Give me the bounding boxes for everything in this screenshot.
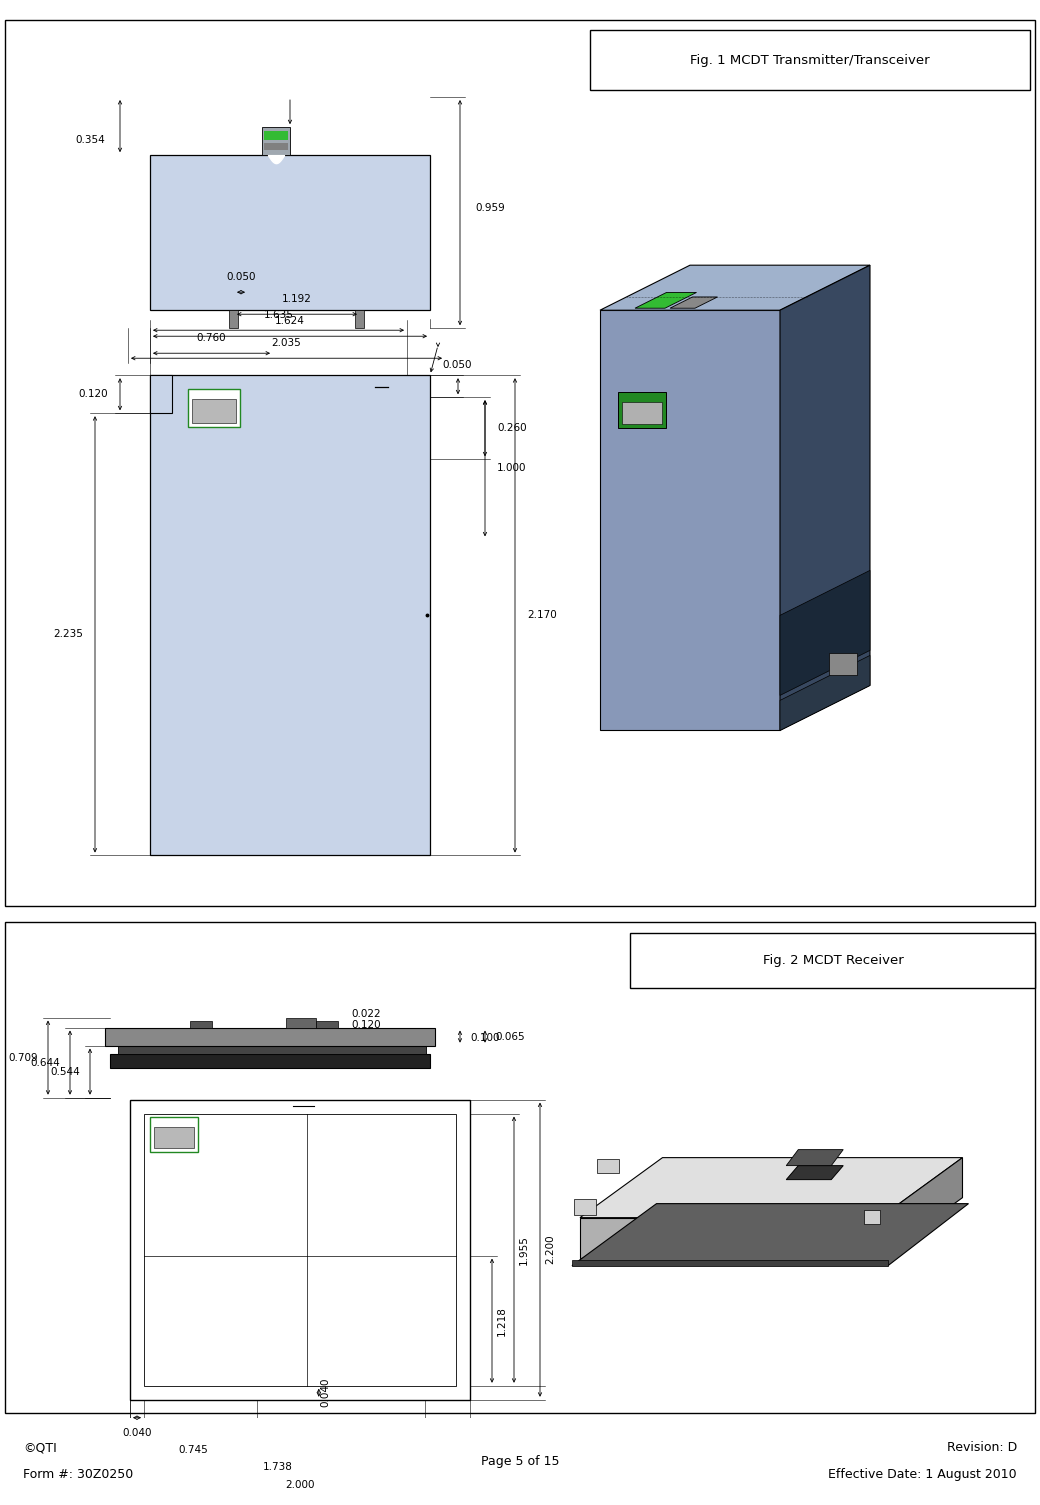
Bar <box>230 310 238 328</box>
Bar <box>264 131 288 140</box>
Text: 0.100: 0.100 <box>470 1032 499 1043</box>
Polygon shape <box>880 1157 962 1258</box>
Bar <box>150 375 430 855</box>
Bar <box>574 1198 596 1215</box>
Text: 2.200: 2.200 <box>545 1234 555 1264</box>
Polygon shape <box>780 265 870 730</box>
Text: 0.040: 0.040 <box>320 1379 331 1407</box>
Text: 0.022: 0.022 <box>352 1008 381 1019</box>
Text: 1.624: 1.624 <box>275 316 305 327</box>
Bar <box>105 1028 435 1046</box>
Bar <box>264 143 288 149</box>
Bar <box>118 1046 426 1054</box>
Text: 0.050: 0.050 <box>227 272 256 283</box>
Text: 2.170: 2.170 <box>527 611 556 620</box>
Text: 2.035: 2.035 <box>271 339 302 348</box>
Polygon shape <box>580 1218 880 1258</box>
Text: 0.760: 0.760 <box>197 333 227 343</box>
Text: 0.120: 0.120 <box>352 1019 381 1029</box>
Bar <box>630 933 1035 987</box>
Text: Form #: 30Z0250: Form #: 30Z0250 <box>23 1469 133 1481</box>
Bar <box>864 1210 880 1224</box>
Text: 0.644: 0.644 <box>30 1058 60 1067</box>
Polygon shape <box>780 655 870 730</box>
Text: Effective Date: 1 August 2010: Effective Date: 1 August 2010 <box>829 1469 1017 1481</box>
Bar <box>830 653 858 676</box>
Polygon shape <box>786 1150 843 1166</box>
Polygon shape <box>580 1157 962 1218</box>
Bar <box>150 1117 198 1151</box>
Polygon shape <box>786 1166 843 1180</box>
Polygon shape <box>572 1204 968 1266</box>
Bar <box>286 1017 316 1028</box>
Bar <box>154 1127 194 1148</box>
Text: 1.192: 1.192 <box>282 293 312 304</box>
Polygon shape <box>600 310 780 730</box>
Text: 2.000: 2.000 <box>285 1479 315 1490</box>
Text: 0.959: 0.959 <box>475 203 504 212</box>
Text: ©QTI: ©QTI <box>23 1442 56 1454</box>
Text: 1.218: 1.218 <box>497 1306 506 1335</box>
Text: Revision: D: Revision: D <box>946 1442 1017 1454</box>
Polygon shape <box>572 1260 888 1266</box>
Bar <box>130 1100 470 1400</box>
Polygon shape <box>780 570 870 695</box>
Text: 1.635: 1.635 <box>263 310 293 321</box>
Bar <box>590 30 1030 90</box>
Bar <box>150 375 172 414</box>
Text: Fig. 2 MCDT Receiver: Fig. 2 MCDT Receiver <box>762 954 904 966</box>
Polygon shape <box>600 265 870 310</box>
Text: 1.000: 1.000 <box>497 464 526 473</box>
Text: Page 5 of 15: Page 5 of 15 <box>480 1455 560 1467</box>
Text: Fig. 1 MCDT Transmitter/Transceiver: Fig. 1 MCDT Transmitter/Transceiver <box>691 54 930 66</box>
Polygon shape <box>670 296 718 309</box>
Text: 0.040: 0.040 <box>123 1428 152 1437</box>
Bar <box>622 402 662 424</box>
Bar <box>262 126 290 155</box>
Bar <box>618 391 666 427</box>
Bar <box>190 1020 212 1028</box>
Bar <box>597 1159 619 1172</box>
Bar <box>144 1114 456 1386</box>
Text: 2.235: 2.235 <box>53 629 83 640</box>
Bar <box>316 1020 338 1028</box>
Bar <box>188 390 240 427</box>
Text: 0.544: 0.544 <box>50 1067 80 1076</box>
Text: 0.745: 0.745 <box>179 1445 208 1455</box>
Bar <box>150 155 430 310</box>
Text: 0.065: 0.065 <box>495 1031 524 1041</box>
Text: 0.120: 0.120 <box>78 390 108 399</box>
Text: 1.738: 1.738 <box>263 1461 292 1472</box>
Text: 0.709: 0.709 <box>8 1052 38 1063</box>
Text: 1.955: 1.955 <box>519 1234 529 1264</box>
Bar <box>110 1054 430 1067</box>
Bar <box>356 310 364 328</box>
Bar <box>192 399 236 423</box>
Text: 0.050: 0.050 <box>442 360 471 370</box>
Polygon shape <box>635 292 697 309</box>
Text: 0.260: 0.260 <box>497 423 526 433</box>
Text: 0.354: 0.354 <box>75 135 105 144</box>
